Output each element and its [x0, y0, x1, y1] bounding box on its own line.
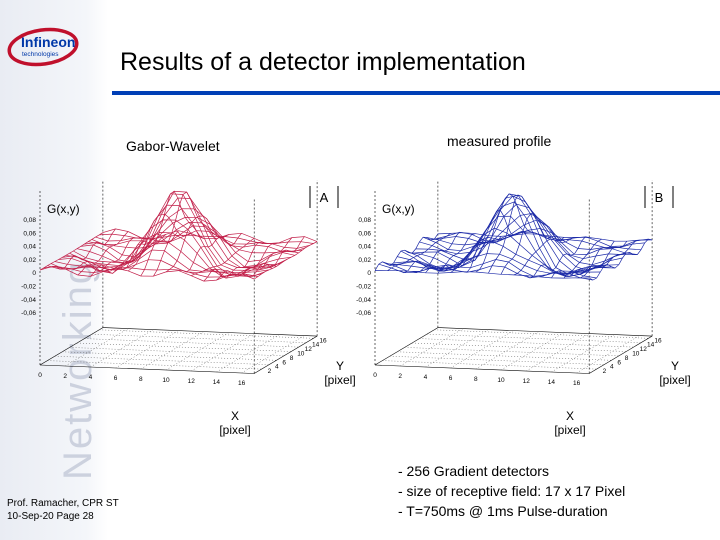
x-tick-label: 10: [497, 377, 505, 384]
x-tick-label: 2: [63, 373, 67, 380]
y-tick-label: 10: [632, 351, 640, 358]
y-tick-label: 16: [654, 337, 662, 344]
x-tick-label: 8: [474, 376, 478, 383]
logo-subtext: technologies: [22, 51, 59, 58]
x-axis-ticks: 0 2 4 6 8 10 12 14 16: [373, 372, 580, 387]
floor-grid: [47, 328, 314, 374]
panel-tag-letter: A: [320, 190, 329, 205]
y-tick-label: 6: [282, 359, 286, 366]
surface-mesh: [39, 190, 318, 282]
z-tick-label: 0: [367, 270, 371, 277]
z-tick-label: -0,06: [356, 310, 371, 317]
panel-tag: B: [644, 186, 674, 208]
x-axis-ticks: 0 2 4 6 8 10 12 14 16: [38, 372, 245, 387]
x-tick-label: 16: [238, 380, 246, 387]
footer-author: Prof. Ramacher, CPR ST: [7, 498, 119, 509]
y-tick-label: 4: [610, 364, 614, 371]
z-tick-label: 0,04: [358, 244, 371, 251]
z-tick-label: -0,04: [21, 297, 36, 304]
footer-date-page: 10-Sep-20 Page 28: [7, 511, 94, 522]
z-tick-label: 0,08: [358, 217, 371, 224]
y-tick-label: 4: [275, 364, 279, 371]
slide-title: Results of a detector implementation: [120, 48, 526, 76]
company-logo: Infineon technologies: [7, 27, 79, 67]
logo-wordmark: Infineon: [21, 34, 75, 50]
x-tick-label: 16: [573, 380, 581, 387]
x-axis-label: X: [231, 409, 239, 423]
side-band: [0, 0, 108, 540]
y-tick-label: 2: [603, 368, 607, 375]
y-tick-label: 14: [312, 342, 320, 349]
x-axis-unit: [pixel]: [554, 423, 585, 437]
x-tick-label: 12: [523, 378, 531, 385]
x-tick-label: 4: [89, 374, 93, 381]
x-tick-label: 14: [213, 379, 221, 386]
panel-tag-letter: B: [655, 190, 664, 205]
y-axis-unit: [pixel]: [659, 373, 690, 387]
bullet-list: - 256 Gradient detectors - size of recep…: [398, 461, 625, 521]
y-tick-label: 8: [290, 355, 294, 362]
y-tick-label: 10: [297, 351, 305, 358]
y-tick-label: 14: [647, 342, 655, 349]
x-tick-label: 0: [373, 372, 377, 379]
z-axis-label: G(x,y): [382, 202, 415, 216]
surface-mesh: [374, 193, 653, 281]
z-tick-label: 0,04: [23, 244, 36, 251]
x-tick-label: 0: [38, 372, 42, 379]
y-axis-label: Y: [336, 359, 344, 373]
z-tick-label: -0,02: [21, 284, 36, 291]
y-axis-unit: [pixel]: [324, 373, 355, 387]
x-tick-label: 12: [188, 378, 196, 385]
x-tick-label: 2: [398, 373, 402, 380]
left-heading: Gabor-Wavelet: [126, 138, 220, 154]
z-tick-label: 0,06: [23, 230, 36, 237]
y-tick-label: 12: [640, 346, 648, 353]
z-tick-label: 0,02: [23, 257, 36, 264]
y-tick-label: 12: [305, 346, 313, 353]
y-tick-label: 8: [625, 355, 629, 362]
y-tick-label: 16: [319, 337, 327, 344]
x-tick-label: 4: [424, 374, 428, 381]
plot-measured-profile: 0,08 0,06 0,04 0,02 0 -0,02 -0,04 -0,06 0 2 4 6 8 10 1…: [355, 180, 700, 445]
title-rule: [112, 91, 720, 95]
y-tick-label: 2: [268, 368, 272, 375]
x-axis-unit: [pixel]: [219, 423, 250, 437]
z-tick-label: 0,08: [23, 217, 36, 224]
z-tick-label: 0,02: [358, 257, 371, 264]
z-tick-label: -0,04: [356, 297, 371, 304]
right-heading: measured profile: [447, 133, 552, 149]
y-tick-label: 6: [617, 359, 621, 366]
plot-box: [374, 180, 653, 374]
z-tick-label: 0: [32, 270, 36, 277]
z-axis-ticks: 0,08 0,06 0,04 0,02 0 -0,02 -0,04 -0,06: [356, 217, 371, 317]
z-tick-label: -0,06: [21, 310, 36, 317]
z-tick-label: 0,06: [358, 230, 371, 237]
bullet-item: - 256 Gradient detectors: [398, 463, 549, 479]
bullet-item: - size of receptive field: 17 x 17 Pixel: [398, 483, 626, 499]
x-tick-label: 10: [162, 377, 170, 384]
z-tick-label: -0,02: [356, 284, 371, 291]
x-axis-label: X: [566, 409, 574, 423]
x-tick-label: 8: [139, 376, 143, 383]
panel-tag: A: [309, 186, 339, 208]
bullet-item: - T=750ms @ 1ms Pulse-duration: [398, 503, 608, 519]
footer: Prof. Ramacher, CPR ST 10-Sep-20 Page 28: [7, 497, 119, 523]
x-tick-label: 6: [114, 375, 118, 382]
x-tick-label: 14: [548, 379, 556, 386]
z-axis-ticks: 0,08 0,06 0,04 0,02 0 -0,02 -0,04 -0,06: [21, 217, 36, 317]
y-axis-label: Y: [671, 359, 679, 373]
plot-gabor-wavelet: 0,08 0,06 0,04 0,02 0 -0,02 -0,04 -0,06 0 2 4 6 8 10 1…: [20, 180, 365, 445]
z-axis-label: G(x,y): [47, 202, 80, 216]
x-tick-label: 6: [449, 375, 453, 382]
floor-grid: [382, 328, 649, 374]
